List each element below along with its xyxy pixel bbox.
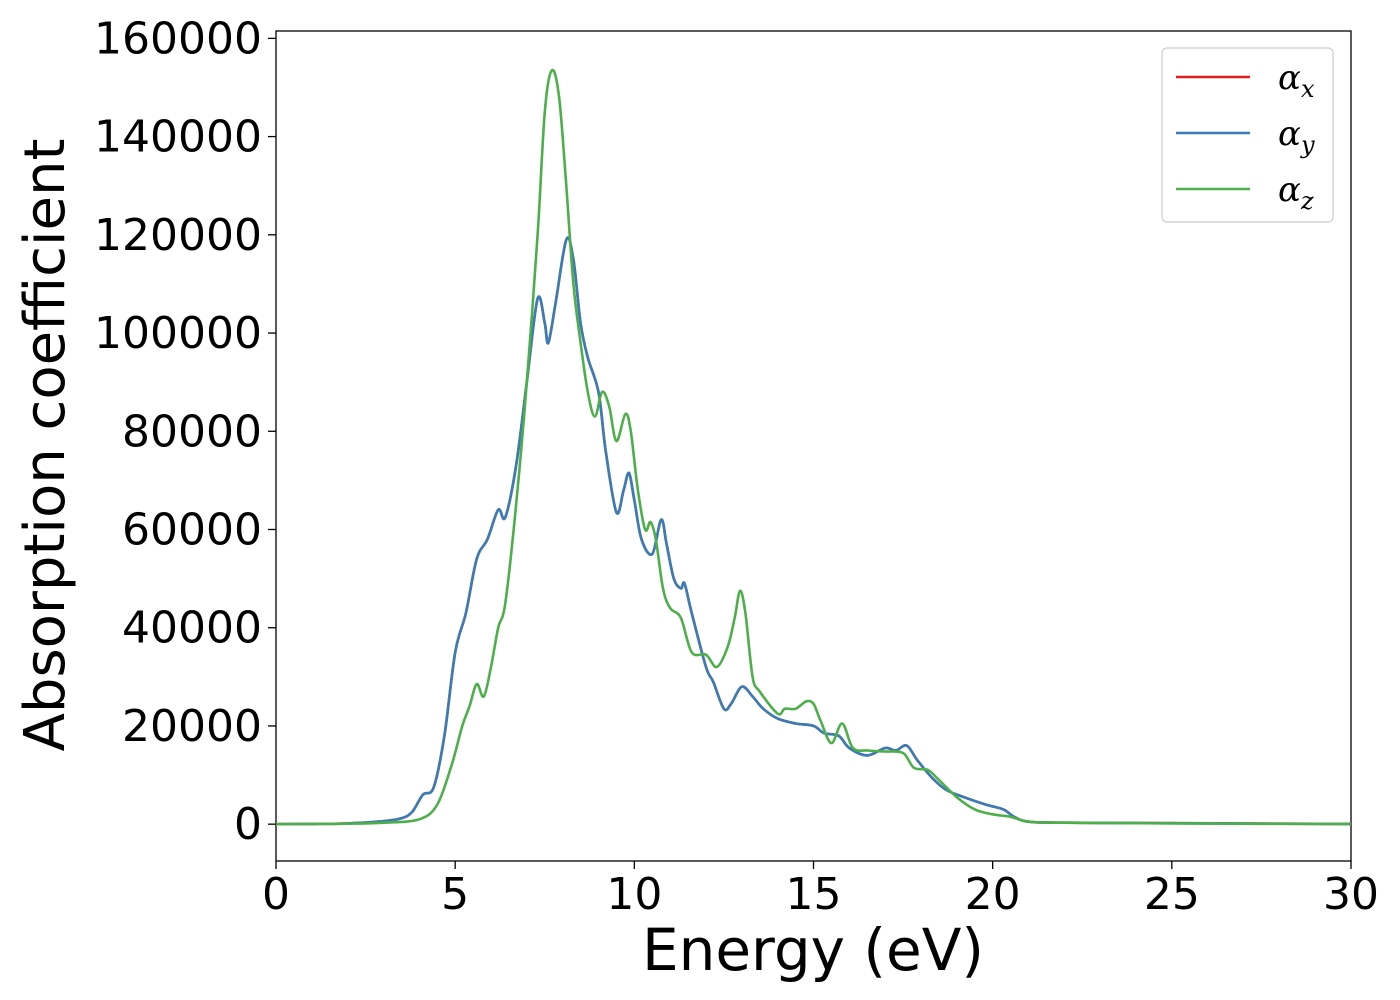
legend-label-z: αz: [1278, 170, 1314, 215]
series-line-x: [275, 236, 1352, 826]
series-layer: [275, 68, 1352, 826]
x-tick-label: 0: [262, 869, 290, 920]
x-axis-label: Energy (eV): [642, 916, 984, 984]
y-tick-label: 120000: [94, 210, 262, 261]
x-tick-label: 20: [965, 869, 1021, 920]
legend-label-x: αx: [1278, 58, 1315, 103]
x-tick-label: 30: [1323, 869, 1379, 920]
x-tick-label: 25: [1144, 869, 1200, 920]
y-tick-label: 0: [234, 799, 262, 850]
y-tick-label: 160000: [94, 13, 262, 64]
y-tick-label: 100000: [94, 308, 262, 359]
x-tick-label: 15: [786, 869, 842, 920]
series-line-z: [275, 68, 1352, 826]
x-tick-label: 10: [606, 869, 662, 920]
y-tick-label: 40000: [122, 603, 262, 654]
x-tick-label: 5: [441, 869, 469, 920]
y-tick-label: 140000: [94, 112, 262, 163]
x-axis: 0 5 10 15 20 25 30: [262, 861, 1379, 920]
y-axis-label: Absorption coefficient: [13, 139, 78, 752]
legend-label-y: αy: [1278, 114, 1315, 159]
series-line-y: [275, 236, 1352, 826]
y-tick-label: 20000: [122, 701, 262, 752]
y-axis: 0 20000 40000 60000 80000 100000 120000 140000 1…: [94, 13, 276, 850]
legend-box: [1161, 47, 1334, 223]
y-tick-label: 60000: [122, 504, 262, 555]
legend: αx αy αz: [1161, 47, 1334, 223]
y-tick-label: 80000: [122, 406, 262, 457]
